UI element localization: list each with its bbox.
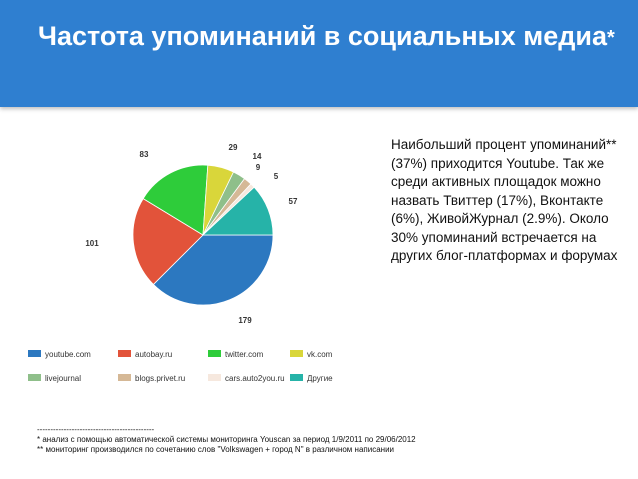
data-label-cars-auto2you-ru: 5 <box>274 172 279 181</box>
legend-label: autobay.ru <box>135 350 173 359</box>
data-label-vk-com: 29 <box>229 143 238 152</box>
pie-chart-svg: 179 101 83 29 14 9 5 57 <box>85 143 298 325</box>
pie-slice-другие <box>201 186 274 236</box>
legend-swatch <box>118 374 131 382</box>
summary-text: Наибольший процент упоминаний** (37%) пр… <box>391 137 618 263</box>
slide-title: Частота упоминаний в социальных медиа* <box>38 18 628 55</box>
slide-title-text: Частота упоминаний в социальных медиа <box>38 21 607 51</box>
footnotes: ----------------------------------------… <box>37 425 597 455</box>
legend-label: vk.com <box>307 350 333 359</box>
title-footnote-mark: * <box>607 27 615 49</box>
legend-swatch <box>208 374 221 382</box>
legend-swatch <box>28 350 41 358</box>
legend-label: cars.auto2you.ru <box>225 374 285 383</box>
footnote-1: * анализ с помощью автоматической систем… <box>37 435 416 444</box>
title-bar: Частота упоминаний в социальных медиа* <box>0 0 638 107</box>
legend-swatch <box>290 374 303 382</box>
data-label-livejournal: 14 <box>253 152 262 161</box>
pie-slice-autobay-ru <box>132 198 204 285</box>
data-label-blogs-privet-ru: 9 <box>256 163 261 172</box>
legend-label: youtube.com <box>45 350 91 359</box>
pie-chart: 179 101 83 29 14 9 5 57 <box>0 120 390 340</box>
legend-item-youtube-com: youtube.com <box>28 350 91 360</box>
legend-label: livejournal <box>45 374 82 383</box>
legend-item-другие: Другие <box>290 374 333 384</box>
footnote-2: ** мониторинг производился по сочетанию … <box>37 445 394 454</box>
pie-slice-twitter-com <box>142 164 209 236</box>
data-label-twitter-com: 83 <box>140 150 149 159</box>
legend-item-cars-auto2you-ru: cars.auto2you.ru <box>208 374 285 384</box>
legend-label: twitter.com <box>225 350 264 359</box>
legend-swatch <box>290 350 303 358</box>
legend-item-vk-com: vk.com <box>290 350 332 360</box>
footnote-divider: ----------------------------------------… <box>37 425 155 434</box>
legend-swatch <box>28 374 41 382</box>
legend-label: Другие <box>307 374 333 383</box>
legend-label: blogs.privet.ru <box>135 374 186 383</box>
legend-item-livejournal: livejournal <box>28 374 81 384</box>
legend-item-blogs-privet-ru: blogs.privet.ru <box>118 374 185 384</box>
legend-swatch <box>208 350 221 358</box>
data-label-youtube-com: 179 <box>238 316 252 325</box>
legend-item-autobay-ru: autobay.ru <box>118 350 172 360</box>
pie-slice-youtube-com <box>152 234 274 306</box>
legend-swatch <box>118 350 131 358</box>
data-label-другие: 57 <box>289 197 298 206</box>
data-label-autobay-ru: 101 <box>85 239 99 248</box>
legend-item-twitter-com: twitter.com <box>208 350 263 360</box>
